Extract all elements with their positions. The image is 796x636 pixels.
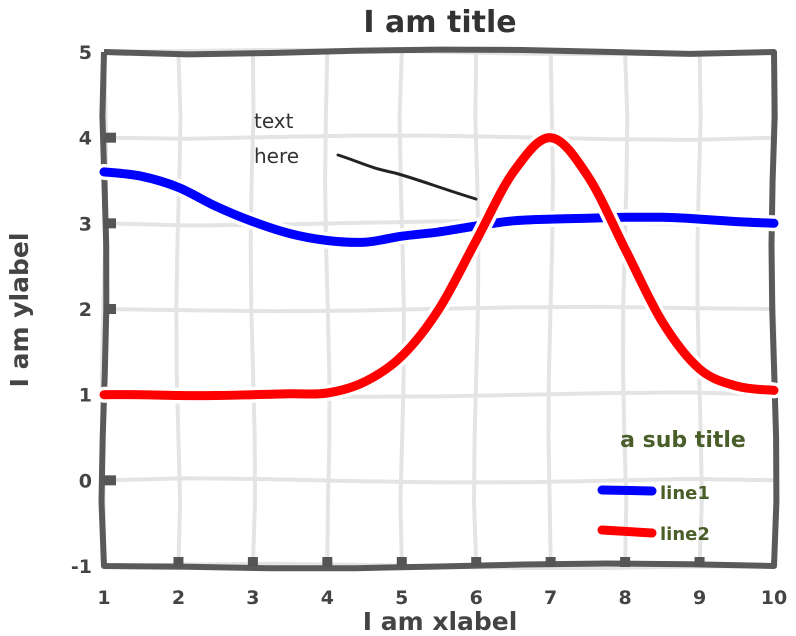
y-tick-mark <box>104 132 116 143</box>
x-tick-mark <box>173 557 184 567</box>
y-tick-label: 3 <box>79 213 92 235</box>
series-halo-line2 <box>96 129 782 404</box>
x-tick-label: 4 <box>321 587 334 609</box>
y-tick-label: 2 <box>79 299 92 321</box>
annotation: text here <box>254 109 478 201</box>
legend-entry-line2: line2 <box>597 524 710 545</box>
x-tick-mark <box>471 557 482 567</box>
x-tick-label: 8 <box>618 587 631 609</box>
series-layer <box>96 129 782 404</box>
x-tick-label: 5 <box>395 587 408 609</box>
y-tick-label: 5 <box>79 42 92 64</box>
x-tick-mark <box>620 557 631 567</box>
x-tick-mark <box>545 557 556 567</box>
series-line-line1 <box>99 167 779 247</box>
x-tick-label: 6 <box>470 587 483 609</box>
x-tick-label: 9 <box>693 587 706 609</box>
y-tick-label: 0 <box>79 470 92 492</box>
x-tick-label: 10 <box>761 587 787 609</box>
legend: a sub title line1 line2 <box>597 428 746 545</box>
y-tick-mark <box>104 475 116 486</box>
legend-label-line2: line2 <box>660 524 710 545</box>
annotation-text-line-2: here <box>254 144 299 168</box>
y-tick-mark <box>104 218 116 229</box>
x-tick-label: 3 <box>246 587 259 609</box>
series-line-line2 <box>99 133 779 401</box>
y-tick-label: -1 <box>71 556 92 578</box>
legend-swatch-line2 <box>597 525 657 538</box>
x-tick-label: 2 <box>172 587 185 609</box>
tick-labels: 1 2 3 4 5 6 7 8 9 10 -1 0 1 2 3 4 5 <box>71 42 787 609</box>
x-tick-label: 7 <box>544 587 557 609</box>
legend-swatch-line1 <box>597 485 657 496</box>
x-tick-mark <box>247 557 258 567</box>
x-tick-mark <box>396 557 407 567</box>
legend-entry-line1: line1 <box>597 483 710 504</box>
legend-title: a sub title <box>620 428 746 453</box>
y-axis-label: I am ylabel <box>5 233 34 388</box>
legend-label-line1: line1 <box>660 483 710 504</box>
annotation-text-line-1: text <box>254 109 294 133</box>
grid-line-y <box>103 476 775 485</box>
y-tick-label: 1 <box>79 385 92 407</box>
x-tick-mark <box>694 557 705 567</box>
chart-title: I am title <box>363 5 516 40</box>
y-tick-mark <box>104 304 116 314</box>
grid-line-y <box>103 133 775 142</box>
annotation-arrow <box>336 153 478 201</box>
y-tick-label: 4 <box>79 128 92 150</box>
x-tick-mark <box>322 557 333 567</box>
x-axis-label: I am xlabel <box>363 607 518 636</box>
x-tick-label: 1 <box>97 587 110 609</box>
